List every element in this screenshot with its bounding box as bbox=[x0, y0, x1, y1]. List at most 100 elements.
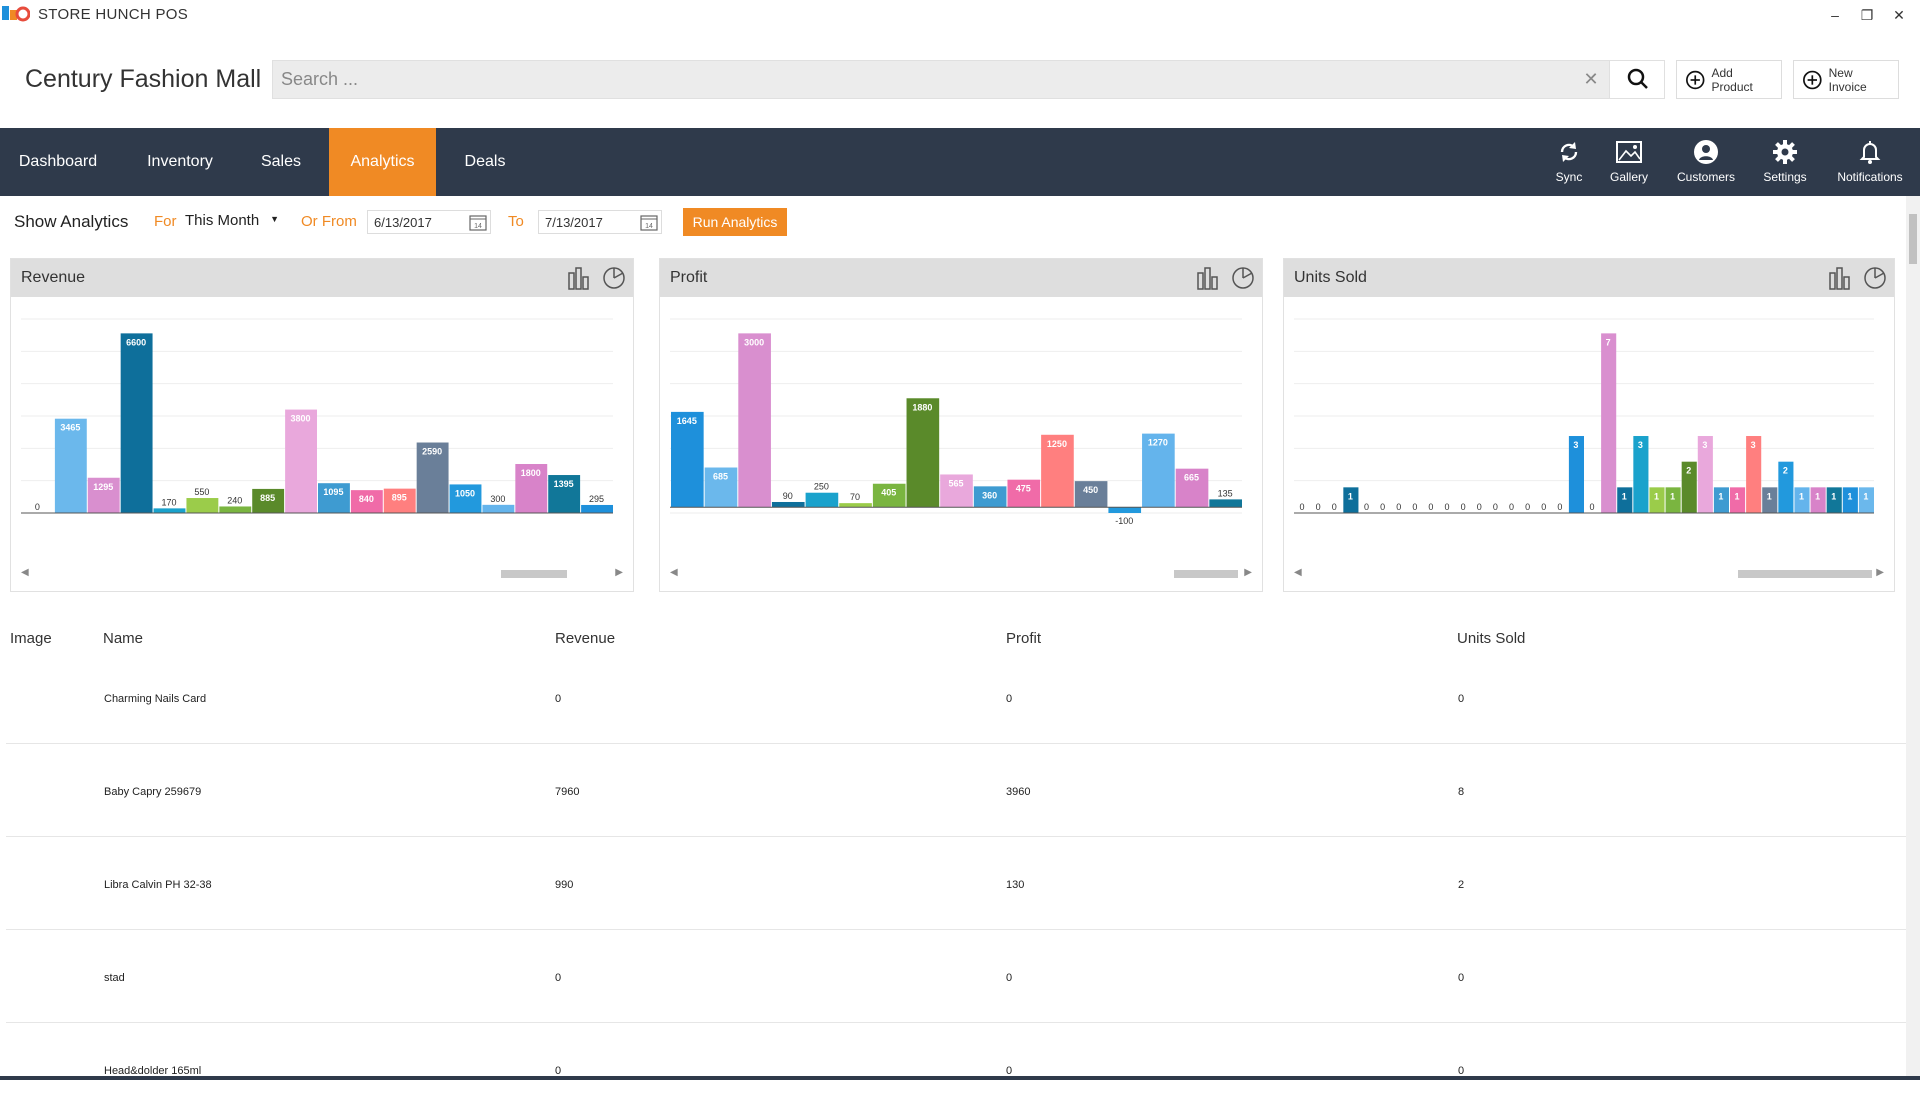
chart-bar[interactable] bbox=[1007, 479, 1041, 508]
gallery-button[interactable]: Gallery bbox=[1584, 138, 1674, 184]
chart-bar[interactable] bbox=[219, 506, 252, 513]
chart-bar[interactable] bbox=[548, 475, 581, 513]
clear-search-button[interactable]: ✕ bbox=[1583, 69, 1599, 89]
chart-bar[interactable] bbox=[54, 418, 87, 513]
chart-bar[interactable] bbox=[1697, 436, 1713, 513]
chart-bar[interactable] bbox=[1108, 507, 1142, 513]
chart-bar[interactable] bbox=[771, 501, 805, 508]
chart-bar[interactable] bbox=[87, 477, 120, 513]
calendar-icon[interactable]: 14 bbox=[640, 214, 658, 231]
chart-bar[interactable] bbox=[1810, 487, 1826, 513]
add-product-button[interactable]: Add Product bbox=[1676, 60, 1782, 99]
chart-bar[interactable] bbox=[1746, 436, 1762, 513]
search-input[interactable] bbox=[273, 61, 1603, 98]
scroll-thumb[interactable] bbox=[1909, 214, 1917, 264]
chart-bar[interactable] bbox=[805, 492, 839, 508]
restore-button[interactable]: ❐ bbox=[1860, 7, 1874, 23]
table-row[interactable]: Head&dolder 165ml 0 0 0 bbox=[6, 1023, 1906, 1116]
chart-scrollbar[interactable]: ◀ ▶ bbox=[21, 567, 623, 581]
chart-bar[interactable] bbox=[1343, 487, 1359, 513]
chart-bar[interactable] bbox=[581, 504, 613, 513]
chart-bar[interactable] bbox=[482, 504, 515, 513]
chart-bar[interactable] bbox=[285, 409, 317, 513]
scroll-right-icon[interactable]: ▶ bbox=[1876, 567, 1884, 578]
scroll-left-icon[interactable]: ◀ bbox=[670, 567, 678, 578]
chart-bar[interactable] bbox=[1730, 487, 1746, 513]
scroll-right-icon[interactable]: ▶ bbox=[1244, 567, 1252, 578]
scroll-right-icon[interactable]: ▶ bbox=[615, 567, 623, 578]
chart-bar[interactable] bbox=[704, 467, 738, 508]
chart-bar[interactable] bbox=[1568, 436, 1584, 513]
chart-bar[interactable] bbox=[1826, 487, 1842, 513]
scroll-left-icon[interactable]: ◀ bbox=[1294, 567, 1302, 578]
close-window-button[interactable]: ✕ bbox=[1893, 7, 1905, 23]
scroll-thumb[interactable] bbox=[1174, 570, 1238, 578]
chart-bar[interactable] bbox=[1074, 481, 1108, 508]
table-row[interactable]: stad 0 0 0 bbox=[6, 930, 1906, 1023]
run-analytics-button[interactable]: Run Analytics bbox=[683, 208, 787, 236]
chart-bar[interactable] bbox=[1762, 487, 1778, 513]
chart-scrollbar[interactable]: ◀ ▶ bbox=[1294, 567, 1884, 581]
chart-bar[interactable] bbox=[186, 498, 219, 513]
bar-chart-icon[interactable] bbox=[1196, 265, 1222, 291]
chart-bar[interactable] bbox=[1041, 434, 1074, 508]
tab-sales[interactable]: Sales bbox=[260, 153, 302, 170]
chart-bar[interactable] bbox=[416, 442, 449, 513]
chart-bar[interactable] bbox=[1617, 487, 1633, 513]
pie-chart-icon[interactable] bbox=[601, 265, 627, 291]
chart-bar[interactable] bbox=[120, 333, 153, 513]
settings-button[interactable]: Settings bbox=[1740, 138, 1830, 184]
chart-bar[interactable] bbox=[1649, 487, 1665, 513]
chart-bar[interactable] bbox=[1601, 333, 1617, 513]
new-invoice-button[interactable]: New Invoice bbox=[1793, 60, 1899, 99]
chart-bar[interactable] bbox=[1175, 468, 1209, 508]
sync-button[interactable]: Sync bbox=[1524, 138, 1614, 184]
chart-bar[interactable] bbox=[318, 483, 350, 513]
scroll-thumb[interactable] bbox=[501, 570, 567, 578]
minimize-button[interactable]: – bbox=[1831, 7, 1839, 23]
tab-deals[interactable]: Deals bbox=[464, 153, 506, 170]
search-button[interactable] bbox=[1609, 60, 1665, 99]
chart-bar[interactable] bbox=[1142, 433, 1175, 508]
pie-chart-icon[interactable] bbox=[1230, 265, 1256, 291]
customers-button[interactable]: Customers bbox=[1661, 138, 1751, 184]
chart-bar[interactable] bbox=[252, 488, 285, 513]
chart-bar[interactable] bbox=[383, 488, 416, 513]
period-select[interactable]: This Month ▼ bbox=[181, 208, 285, 234]
chart-bar[interactable] bbox=[1858, 487, 1874, 513]
chart-bar[interactable] bbox=[1794, 487, 1810, 513]
chart-bar[interactable] bbox=[940, 474, 973, 508]
chart-bar[interactable] bbox=[1633, 436, 1649, 513]
calendar-icon[interactable]: 14 bbox=[469, 214, 487, 231]
tab-analytics[interactable]: Analytics bbox=[329, 128, 436, 196]
chart-bar[interactable] bbox=[671, 411, 704, 508]
notifications-button[interactable]: Notifications bbox=[1825, 138, 1915, 184]
pie-chart-icon[interactable] bbox=[1862, 265, 1888, 291]
tab-dashboard[interactable]: Dashboard bbox=[18, 153, 98, 170]
bar-chart-icon[interactable] bbox=[567, 265, 593, 291]
chart-bar[interactable] bbox=[350, 490, 383, 513]
chart-bar[interactable] bbox=[1842, 487, 1858, 513]
chart-bar[interactable] bbox=[1713, 487, 1729, 513]
chart-bar[interactable] bbox=[839, 503, 872, 508]
chart-bar[interactable] bbox=[1665, 487, 1681, 513]
chart-bar[interactable] bbox=[1778, 461, 1794, 513]
chart-bar[interactable] bbox=[738, 333, 771, 508]
scroll-left-icon[interactable]: ◀ bbox=[21, 567, 29, 578]
chart-bar[interactable] bbox=[515, 464, 548, 513]
chart-bar[interactable] bbox=[872, 483, 906, 508]
bar-chart-icon[interactable] bbox=[1828, 265, 1854, 291]
chart-bar[interactable] bbox=[449, 484, 482, 513]
scroll-thumb[interactable] bbox=[1738, 570, 1872, 578]
from-date-field[interactable]: 6/13/2017 14 bbox=[367, 210, 491, 234]
table-row[interactable]: Baby Capry 259679 7960 3960 8 bbox=[6, 744, 1906, 837]
chart-scrollbar[interactable]: ◀ ▶ bbox=[670, 567, 1252, 581]
to-date-field[interactable]: 7/13/2017 14 bbox=[538, 210, 662, 234]
chart-bar[interactable] bbox=[1681, 461, 1697, 513]
chart-bar[interactable] bbox=[1209, 499, 1242, 508]
chart-bar[interactable] bbox=[973, 486, 1007, 508]
table-row[interactable]: Charming Nails Card 0 0 0 bbox=[6, 651, 1906, 744]
tab-inventory[interactable]: Inventory bbox=[147, 153, 213, 170]
table-row[interactable]: Libra Calvin PH 32-38 990 130 2 bbox=[6, 837, 1906, 930]
chart-bar[interactable] bbox=[153, 508, 186, 513]
